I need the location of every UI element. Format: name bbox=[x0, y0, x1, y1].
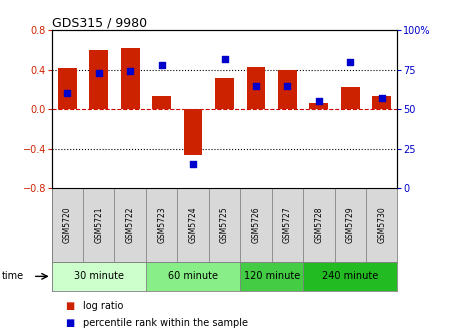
Point bbox=[158, 62, 165, 68]
Bar bbox=[366, 188, 397, 262]
Text: 240 minute: 240 minute bbox=[322, 271, 379, 281]
Text: GDS315 / 9980: GDS315 / 9980 bbox=[52, 16, 147, 29]
Bar bbox=[372, 96, 391, 109]
Text: ■: ■ bbox=[65, 318, 75, 328]
Text: GSM5729: GSM5729 bbox=[346, 207, 355, 244]
Point bbox=[378, 95, 385, 101]
Text: GSM5723: GSM5723 bbox=[157, 207, 166, 244]
Point bbox=[284, 83, 291, 88]
Text: GSM5720: GSM5720 bbox=[63, 207, 72, 244]
Bar bbox=[272, 188, 303, 262]
Text: GSM5730: GSM5730 bbox=[377, 207, 386, 244]
Bar bbox=[52, 262, 146, 291]
Bar bbox=[83, 188, 114, 262]
Bar bbox=[335, 188, 366, 262]
Point bbox=[189, 162, 197, 167]
Text: 120 minute: 120 minute bbox=[243, 271, 300, 281]
Bar bbox=[278, 70, 297, 109]
Point bbox=[347, 59, 354, 65]
Bar bbox=[240, 188, 272, 262]
Text: GSM5725: GSM5725 bbox=[220, 207, 229, 244]
Text: GSM5722: GSM5722 bbox=[126, 207, 135, 243]
Point bbox=[221, 56, 228, 61]
Bar bbox=[209, 188, 240, 262]
Bar bbox=[146, 188, 177, 262]
Bar bbox=[146, 262, 240, 291]
Bar bbox=[247, 67, 265, 109]
Bar bbox=[114, 188, 146, 262]
Bar bbox=[309, 103, 328, 109]
Bar bbox=[152, 96, 171, 109]
Text: GSM5724: GSM5724 bbox=[189, 207, 198, 244]
Bar bbox=[215, 78, 234, 109]
Point bbox=[95, 70, 102, 76]
Bar bbox=[341, 87, 360, 109]
Bar bbox=[89, 50, 108, 109]
Text: 60 minute: 60 minute bbox=[168, 271, 218, 281]
Point bbox=[252, 83, 260, 88]
Text: GSM5727: GSM5727 bbox=[283, 207, 292, 244]
Bar bbox=[240, 262, 303, 291]
Point bbox=[64, 91, 71, 96]
Bar bbox=[52, 188, 83, 262]
Point bbox=[315, 99, 322, 104]
Text: time: time bbox=[2, 271, 24, 281]
Text: ■: ■ bbox=[65, 301, 75, 311]
Bar bbox=[121, 48, 140, 109]
Bar bbox=[177, 188, 209, 262]
Bar bbox=[303, 262, 397, 291]
Text: GSM5728: GSM5728 bbox=[314, 207, 323, 243]
Point bbox=[127, 69, 134, 74]
Text: log ratio: log ratio bbox=[83, 301, 123, 311]
Bar bbox=[58, 68, 77, 109]
Text: 30 minute: 30 minute bbox=[74, 271, 124, 281]
Text: GSM5721: GSM5721 bbox=[94, 207, 103, 243]
Text: GSM5726: GSM5726 bbox=[251, 207, 260, 244]
Bar bbox=[303, 188, 335, 262]
Text: percentile rank within the sample: percentile rank within the sample bbox=[83, 318, 248, 328]
Bar bbox=[184, 109, 202, 155]
